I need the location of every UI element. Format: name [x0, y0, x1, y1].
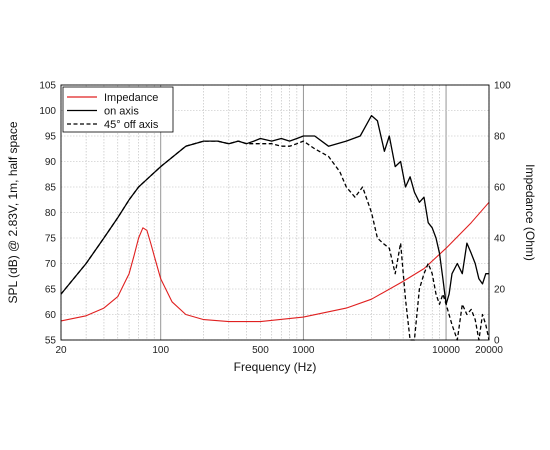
y-axis-left-title: SPL (dB) @ 2.83V, 1m, half space — [6, 121, 20, 303]
x-tick-label: 100 — [152, 345, 169, 356]
y-left-tick-label: 90 — [45, 157, 57, 168]
x-tick-label: 20 — [55, 345, 67, 356]
y-right-tick-label: 40 — [494, 234, 506, 245]
series-line-0 — [60, 201, 490, 323]
y-right-tick-label: 60 — [494, 183, 506, 194]
legend-label-0: Impedance — [104, 92, 158, 104]
y-left-tick-label: 80 — [45, 208, 57, 219]
legend-label-2: 45° off axis — [104, 119, 159, 131]
y-left-tick-label: 55 — [45, 336, 57, 347]
y-right-tick-label: 100 — [494, 81, 511, 92]
y-axis-right-title: Impedance (Ohm) — [523, 164, 537, 261]
grid — [60, 84, 490, 341]
y-left-tick-label: 105 — [39, 81, 56, 92]
tick-labels: 55 60 65 70 75 80 85 90 95 100 105 0 20 40 60 80 100 20 10… — [39, 81, 511, 357]
plot-series — [60, 114, 490, 341]
y-right-tick-label: 0 — [494, 336, 500, 347]
y-left-tick-label: 100 — [39, 106, 56, 117]
x-tick-label: 20000 — [475, 345, 503, 356]
y-left-tick-label: 65 — [45, 285, 57, 296]
y-right-tick-label: 20 — [494, 285, 506, 296]
y-left-tick-label: 95 — [45, 132, 57, 143]
y-right-tick-label: 80 — [494, 132, 506, 143]
y-left-tick-label: 85 — [45, 183, 57, 194]
plot-frame — [60, 84, 490, 341]
legend-label-1: on axis — [104, 106, 139, 118]
y-left-tick-label: 70 — [45, 259, 57, 270]
x-tick-label: 1000 — [292, 345, 315, 356]
y-left-tick-label: 60 — [45, 310, 57, 321]
series-line-1 — [60, 114, 489, 305]
x-tick-label: 500 — [252, 345, 269, 356]
series-line-2 — [60, 140, 490, 341]
x-axis-title: Frequency (Hz) — [234, 360, 317, 374]
y-left-tick-label: 75 — [45, 234, 57, 245]
x-tick-label: 10000 — [432, 345, 460, 356]
